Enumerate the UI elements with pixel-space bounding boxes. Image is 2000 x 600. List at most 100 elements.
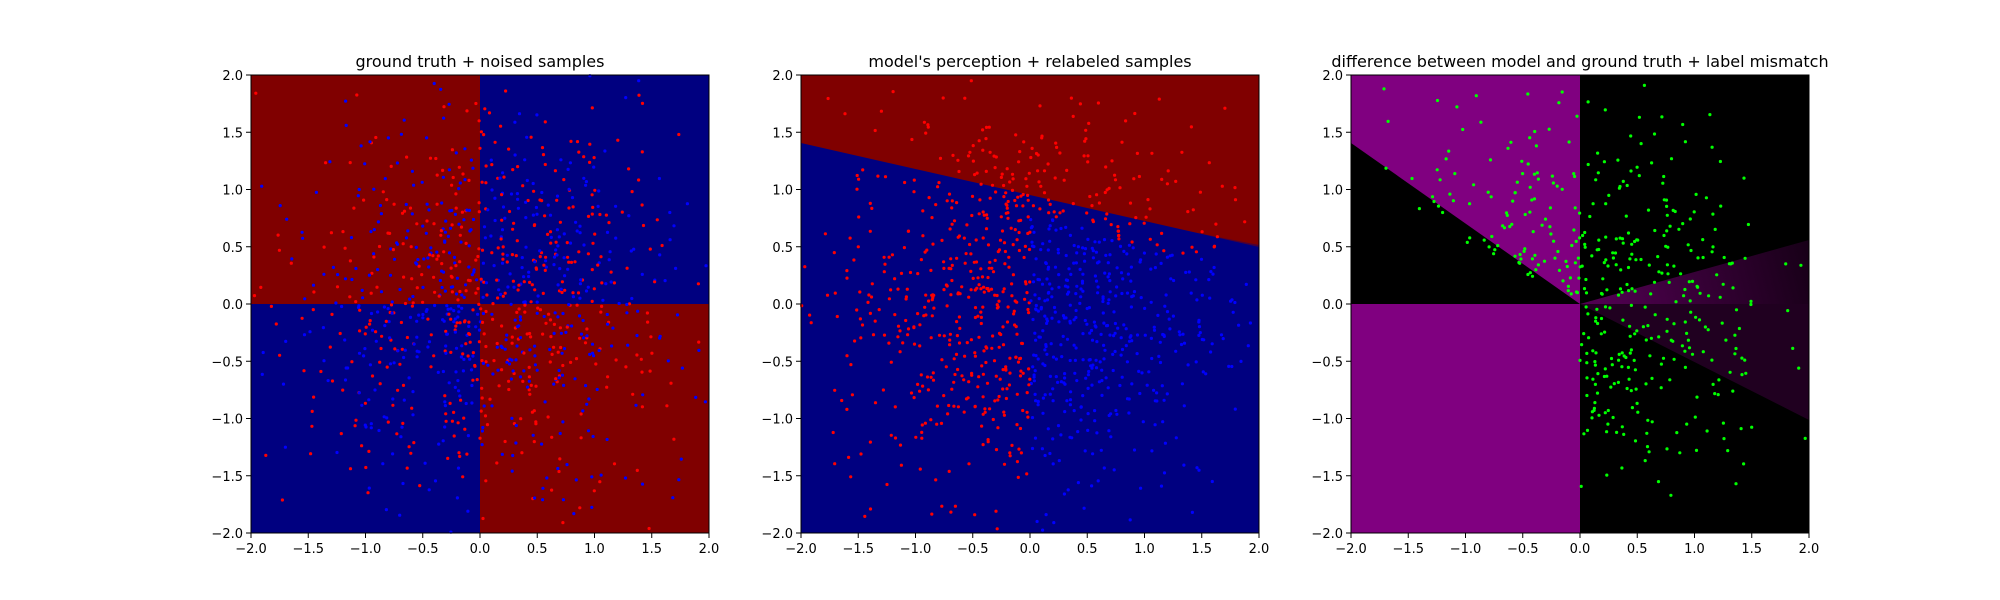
scatter-point: [1733, 333, 1737, 337]
scatter-point: [957, 234, 962, 238]
scatter-point: [1168, 327, 1172, 331]
scatter-point: [590, 342, 595, 346]
scatter-point: [1565, 264, 1569, 269]
scatter-point: [1210, 479, 1214, 484]
scatter-point: [529, 383, 533, 387]
scatter-point: [641, 393, 645, 397]
scatter-point: [344, 99, 348, 103]
scatter-point: [535, 300, 539, 304]
scatter-point: [1553, 256, 1557, 260]
scatter-point: [1629, 169, 1633, 173]
scatter-point: [646, 320, 650, 324]
scatter-point: [1016, 360, 1021, 364]
scatter-point: [1639, 142, 1643, 146]
scatter-point: [1486, 190, 1490, 194]
scatter-point: [457, 389, 461, 393]
scatter-point: [625, 311, 629, 315]
scatter-point: [432, 222, 436, 226]
scatter-point: [658, 253, 662, 257]
scatter-point: [671, 496, 675, 500]
scatter-point: [538, 249, 542, 253]
scatter-point: [1690, 352, 1695, 356]
scatter-point: [623, 476, 628, 480]
scatter-point: [946, 412, 950, 416]
scatter-point: [627, 167, 631, 171]
scatter-point: [1094, 358, 1098, 362]
scatter-point: [507, 362, 512, 366]
scatter-point: [402, 118, 406, 122]
scatter-point: [1133, 111, 1137, 116]
scatter-point: [472, 268, 476, 272]
scatter-point: [437, 294, 441, 298]
scatter-point: [538, 198, 542, 202]
scatter-point: [1513, 191, 1517, 195]
scatter-point: [855, 173, 859, 178]
scatter-point: [474, 325, 478, 329]
scatter-point: [999, 215, 1003, 219]
scatter-point: [640, 272, 644, 276]
scatter-point: [1149, 267, 1153, 271]
scatter-point: [1584, 305, 1588, 309]
x-tick-label: 2.0: [1799, 542, 1820, 557]
scatter-point: [573, 377, 577, 381]
scatter-point: [533, 288, 537, 292]
scatter-point: [471, 378, 475, 382]
scatter-point: [310, 409, 314, 413]
scatter-point: [1118, 383, 1122, 388]
scatter-point: [1107, 413, 1111, 418]
scatter-point: [1115, 285, 1119, 289]
scatter-point: [367, 398, 371, 402]
scatter-point: [1694, 192, 1698, 196]
scatter-point: [525, 135, 529, 139]
scatter-point: [952, 404, 956, 408]
scatter-point: [1197, 320, 1201, 324]
scatter-point: [870, 282, 874, 286]
scatter-point: [1125, 360, 1129, 364]
scatter-point: [1087, 369, 1091, 374]
scatter-point: [1606, 422, 1610, 426]
scatter-point: [423, 461, 427, 465]
scatter-point: [1130, 382, 1134, 386]
scatter-point: [260, 184, 264, 188]
scatter-point: [1030, 416, 1035, 420]
scatter-point: [930, 293, 934, 297]
scatter-point: [942, 334, 946, 338]
scatter-point: [471, 217, 476, 222]
scatter-point: [1596, 171, 1600, 175]
scatter-point: [1656, 255, 1660, 259]
scatter-point: [415, 286, 419, 290]
scatter-point: [1734, 308, 1739, 312]
scatter-point: [1647, 450, 1651, 454]
scatter-point: [920, 436, 924, 440]
scatter-point: [1683, 287, 1687, 292]
scatter-point: [357, 304, 361, 308]
scatter-point: [1126, 272, 1130, 276]
scatter-point: [1530, 198, 1534, 202]
scatter-point: [1032, 373, 1036, 377]
scatter-point: [352, 206, 356, 210]
scatter-point: [1103, 348, 1107, 352]
scatter-point: [993, 258, 997, 262]
scatter-point: [1665, 447, 1669, 451]
scatter-point: [534, 205, 539, 210]
scatter-point: [1117, 237, 1121, 241]
scatter-point: [1008, 454, 1012, 458]
scatter-point: [1026, 198, 1030, 202]
scatter-point: [311, 308, 315, 312]
scatter-point: [477, 340, 481, 344]
scatter-point: [861, 168, 865, 172]
scatter-point: [457, 222, 461, 226]
scatter-point: [1052, 210, 1056, 214]
y-tick-label: −1.5: [761, 470, 793, 485]
scatter-point: [418, 484, 422, 488]
scatter-point: [929, 268, 933, 272]
scatter-point: [1701, 238, 1705, 242]
scatter-point: [1597, 247, 1601, 252]
scatter-point: [977, 335, 981, 339]
scatter-point: [1619, 268, 1623, 272]
scatter-point: [464, 401, 468, 406]
scatter-point: [1069, 272, 1073, 276]
scatter-point: [582, 155, 586, 159]
scatter-point: [1672, 357, 1676, 361]
scatter-point: [513, 120, 517, 124]
